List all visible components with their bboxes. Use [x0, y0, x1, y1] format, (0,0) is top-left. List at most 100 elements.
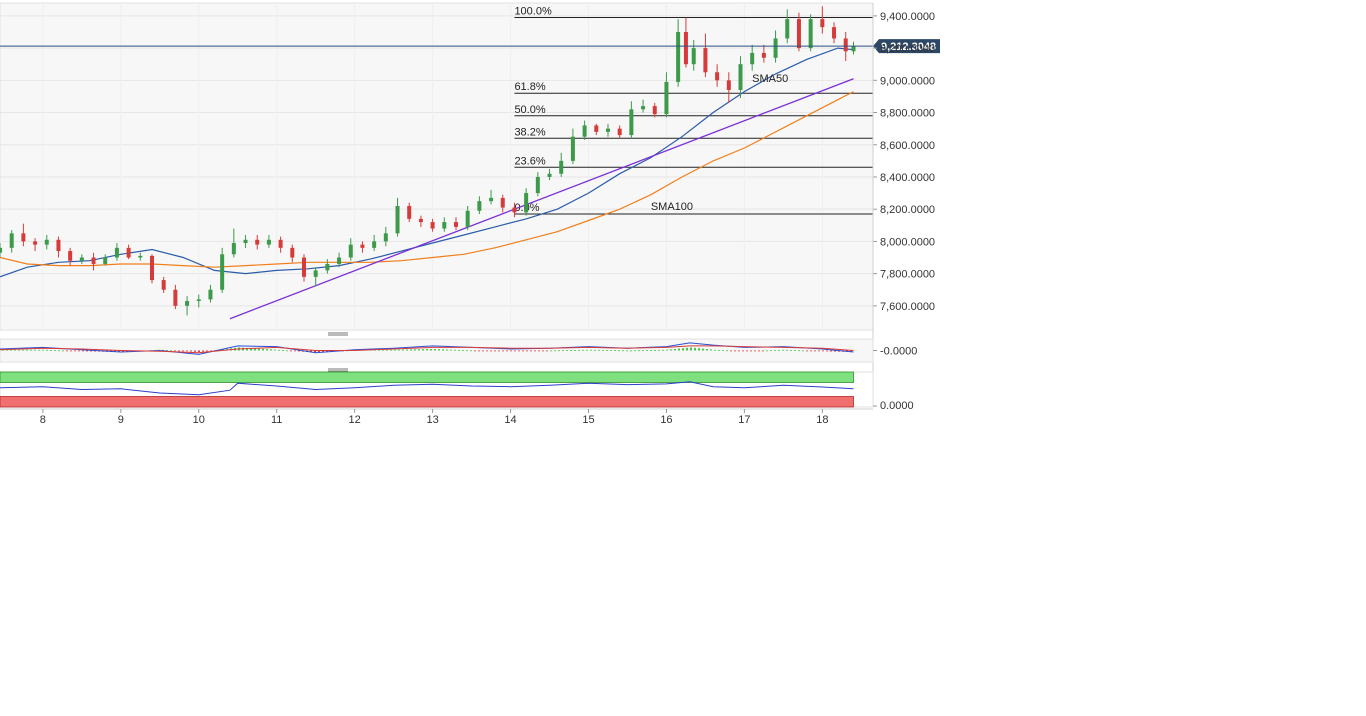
candle-body	[44, 239, 49, 245]
candle-body	[512, 207, 517, 213]
grid	[0, 3, 873, 330]
macd-histogram-bar	[310, 350, 312, 353]
macd-histogram-bar	[806, 350, 808, 352]
y-tick-label: 7,600.0000	[880, 301, 935, 313]
main-panel-resize-handle[interactable]	[328, 332, 348, 336]
candle-body	[683, 31, 688, 65]
candle	[0, 243, 2, 258]
macd-histogram-bar	[762, 350, 764, 352]
candle	[138, 252, 143, 261]
candle	[79, 254, 84, 264]
macd-histogram-bar	[46, 349, 48, 351]
macd-histogram-bar	[50, 350, 52, 351]
macd-histogram-bar	[578, 349, 580, 351]
macd-histogram-bar	[706, 349, 708, 351]
macd-histogram-bar	[34, 349, 36, 351]
macd-histogram-bar	[550, 350, 552, 352]
candle-body	[820, 19, 825, 28]
macd-histogram-bar	[554, 350, 556, 352]
candle-body	[570, 136, 575, 161]
last-price-marker: 9,212.3048	[0, 39, 940, 54]
candle-body	[161, 280, 166, 290]
candle-body	[500, 197, 505, 208]
macd-histogram-bar	[410, 349, 412, 351]
candle-body	[605, 128, 610, 132]
macd-histogram-bar	[14, 349, 16, 351]
last-price-label: 9,212.3048	[881, 41, 936, 53]
macd-histogram-bar	[794, 350, 796, 351]
candle	[9, 230, 14, 253]
macd-histogram-bar	[790, 349, 792, 351]
candle-body	[691, 48, 696, 65]
macd-histogram-bar	[30, 349, 32, 351]
macd-histogram-bar	[314, 350, 316, 353]
candle-body	[395, 205, 400, 234]
candle-body	[832, 27, 837, 39]
candle-body	[594, 125, 599, 132]
candle-body	[430, 222, 435, 229]
macd-histogram-bar	[386, 349, 388, 351]
fib-level-label: 38.2%	[514, 126, 545, 138]
rsi-panel: 0.0000	[0, 371, 914, 412]
macd-histogram-bar	[682, 348, 684, 351]
x-tick-label: 12	[349, 414, 361, 426]
candle-body	[652, 106, 657, 115]
trendline-line	[229, 78, 854, 320]
candle	[570, 128, 575, 165]
y-tick-label: 9,200.0000	[880, 43, 935, 55]
macd-histogram-bar	[202, 350, 204, 352]
macd-histogram-bar	[714, 349, 716, 351]
macd-histogram-bar	[530, 350, 532, 352]
macd-histogram-bar	[318, 350, 320, 353]
macd-histogram-bar	[210, 350, 212, 352]
macd-histogram-bar	[590, 349, 592, 351]
macd-histogram-bar	[254, 348, 256, 351]
candle	[683, 17, 688, 68]
macd-histogram-bar	[326, 350, 328, 352]
macd-panel-resize-handle[interactable]	[328, 368, 348, 372]
candles	[0, 6, 856, 316]
macd-histogram-bar	[718, 349, 720, 351]
macd-histogram-bar	[610, 350, 612, 351]
macd-histogram-bar	[626, 350, 628, 352]
macd-histogram-bar	[270, 349, 272, 351]
candle-body	[535, 176, 540, 194]
candle	[796, 12, 801, 52]
candle	[44, 234, 49, 250]
candle-body	[56, 239, 61, 252]
candle-body	[0, 247, 2, 253]
candle	[477, 196, 482, 215]
candle-body	[91, 257, 96, 264]
macd-histogram-bar	[678, 348, 680, 351]
candle-body	[715, 72, 720, 81]
candle-body	[547, 173, 552, 177]
macd-histogram-bar	[674, 348, 676, 351]
macd-histogram-bar	[474, 350, 476, 352]
candle-body	[9, 233, 14, 248]
candle	[500, 194, 505, 213]
macd-histogram-bar	[282, 350, 284, 351]
macd-histogram-bar	[470, 350, 472, 352]
x-tick-label: 15	[582, 414, 594, 426]
macd-histogram-bar	[418, 349, 420, 351]
candle-body	[761, 52, 766, 58]
macd-histogram-bar	[666, 349, 668, 351]
moving-averages: SMA50 SMA100	[0, 47, 854, 278]
candle	[430, 218, 435, 232]
macd-histogram-bar	[398, 349, 400, 351]
macd-histogram-bar	[534, 350, 536, 352]
macd-histogram-bar	[754, 350, 756, 352]
candle	[126, 244, 131, 260]
macd-histogram-bar	[558, 350, 560, 352]
y-tick-label: 8,200.0000	[880, 204, 935, 216]
macd-histogram-bar	[574, 350, 576, 351]
macd-histogram-bar	[526, 350, 528, 352]
macd-histogram-bar	[458, 349, 460, 351]
candle	[535, 172, 540, 197]
macd-histogram-bar	[834, 350, 836, 352]
candle-body	[325, 263, 330, 271]
candle	[664, 72, 669, 118]
candle	[149, 254, 154, 284]
macd-histogram-bar	[38, 349, 40, 351]
